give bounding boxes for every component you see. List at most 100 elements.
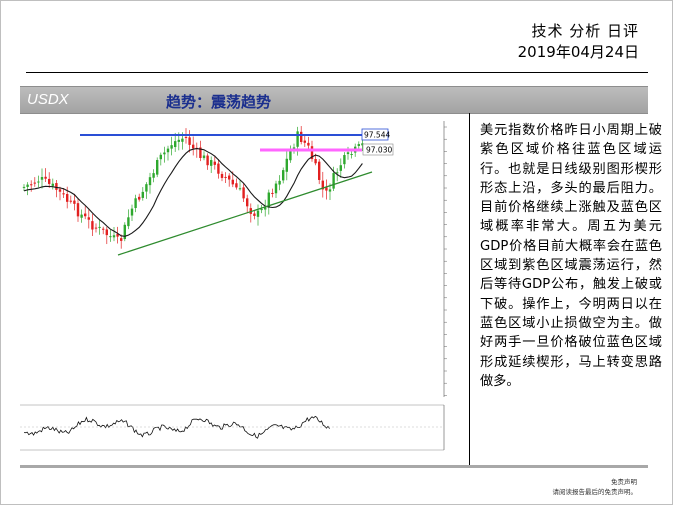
candle-body (289, 150, 292, 161)
candle-body (220, 173, 224, 178)
candle-body (58, 189, 62, 192)
candle-body (238, 188, 242, 190)
trend-heading: 趋势：震荡趋势 (166, 93, 272, 111)
pink-level-tag: 97.030 (362, 143, 394, 156)
candle-body (339, 165, 342, 171)
candle-body (91, 221, 94, 230)
candle-body (199, 147, 202, 158)
candle-body (202, 155, 206, 159)
candle-body (188, 137, 191, 145)
candle-body (156, 159, 159, 175)
candle-body (285, 158, 288, 172)
candle-body (141, 191, 144, 198)
candle-body (84, 213, 87, 217)
candle-body (332, 173, 335, 189)
candle-body (33, 182, 36, 184)
candle-body (166, 148, 170, 153)
candle-body (105, 229, 108, 236)
candle-body (48, 178, 51, 184)
candle-body (310, 146, 314, 160)
candle-body (346, 152, 350, 155)
candle-body (328, 189, 332, 192)
candle-body (152, 173, 155, 178)
candle-body (123, 224, 126, 240)
disclaimer: 免责声明 请阅读报告最后的免责声明。 (553, 477, 638, 497)
candle-body (210, 160, 213, 166)
candle-body (98, 226, 101, 228)
candle-body (159, 154, 162, 160)
candle-body (300, 131, 303, 142)
candle-body (40, 177, 44, 180)
candle-body (253, 213, 256, 216)
candle-body (274, 183, 278, 194)
instrument-symbol: USDX (27, 91, 69, 108)
candle-body (51, 183, 54, 186)
candle-body (112, 235, 116, 238)
candle-body (116, 233, 119, 237)
candle-body (336, 172, 339, 174)
candle-body (267, 192, 270, 208)
candle-body (357, 144, 360, 146)
candle-body (22, 186, 26, 188)
price-chart: 97.544 97.030 (20, 117, 468, 460)
candle-body (264, 207, 267, 210)
candle-body (217, 163, 220, 174)
candle-body (37, 181, 40, 183)
candle-body (138, 196, 141, 200)
candle-body (87, 217, 90, 220)
candle-body (102, 228, 105, 230)
report-title: 技术 分析 日评 (531, 22, 639, 40)
candle-body (271, 192, 274, 194)
candle-body (170, 145, 173, 149)
disclaimer-title: 免责声明 (611, 478, 637, 486)
candle-body (278, 180, 281, 185)
candle-body (296, 131, 299, 147)
candle-body (361, 143, 364, 146)
pink-level-label: 97.030 (366, 146, 392, 155)
candle-body (231, 179, 234, 185)
candle-body (120, 238, 123, 241)
candle-body (343, 155, 346, 165)
analysis-commentary: 美元指数价格昨日小周期上破紫色区域价格往蓝色区域运行。也就是日线级别图形楔形形态… (480, 123, 662, 389)
candle-body (73, 200, 76, 204)
candle-body (228, 175, 231, 180)
blue-level-label: 97.544 (364, 131, 390, 140)
candle-body (325, 187, 328, 191)
price-axis-ticks (444, 126, 447, 396)
candle-body (350, 154, 353, 156)
candle-body (235, 183, 238, 188)
candle-body (26, 184, 29, 187)
candle-body (130, 208, 134, 216)
candle-body (184, 136, 188, 138)
candle-body (246, 198, 249, 207)
candle-body (145, 184, 148, 192)
section-banner: USDX 趋势：震荡趋势 (20, 86, 648, 114)
candle-body (94, 227, 98, 229)
moving-average-line (23, 148, 363, 237)
candle-body (242, 187, 245, 199)
candle-body (307, 142, 310, 146)
chart-canvas: 97.544 97.030 (20, 117, 468, 460)
candle-body (80, 214, 83, 218)
candle-body (314, 159, 317, 164)
rising-trendline (117, 171, 373, 256)
disclaimer-note: 请阅读报告最后的免责声明。 (552, 488, 638, 496)
report-date: 2019年04月24日 (517, 43, 639, 61)
header-divider (26, 72, 648, 73)
candle-body (69, 200, 72, 202)
oscillator-line (23, 415, 330, 439)
candle-body (282, 170, 285, 181)
candle-body (62, 193, 65, 195)
candle-body (224, 176, 227, 178)
candle-body (321, 180, 324, 190)
candle-body (66, 193, 69, 202)
candle-body (181, 138, 184, 142)
candle-body (303, 140, 306, 143)
candle-body (174, 141, 177, 148)
candle-body (30, 184, 33, 186)
footer-bar (20, 465, 648, 468)
candle-body (177, 139, 180, 142)
candle-body (256, 210, 260, 217)
candle-body (260, 209, 263, 211)
candle-body (134, 198, 137, 209)
